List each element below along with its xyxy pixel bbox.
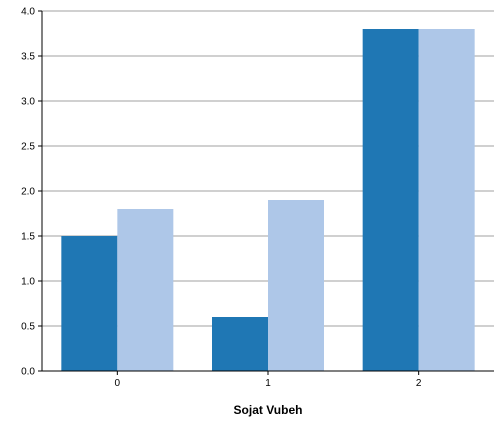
bar-series-2-cat-2 bbox=[418, 29, 475, 371]
y-tick-label: 0.0 bbox=[21, 367, 35, 378]
bar-series-1-cat-0 bbox=[61, 236, 118, 371]
y-tick-label: 2.0 bbox=[21, 187, 35, 198]
x-tick-labels: 0 1 2 bbox=[115, 371, 422, 389]
y-tick-label: 3.5 bbox=[21, 52, 35, 63]
y-tick-label: 1.5 bbox=[21, 232, 35, 243]
x-axis-title: Sojat Vubeh bbox=[234, 403, 303, 417]
bar-series-2-cat-1 bbox=[268, 200, 324, 371]
y-tick-label: 1.0 bbox=[21, 277, 35, 288]
y-tick-label: 4.0 bbox=[21, 7, 35, 18]
bar-series-1-cat-2 bbox=[362, 29, 419, 371]
y-tick-labels: 0.0 0.5 1.0 1.5 2.0 2.5 3.0 3.5 4.0 bbox=[21, 7, 42, 378]
y-tick-label: 3.0 bbox=[21, 97, 35, 108]
bar-series-2-cat-0 bbox=[117, 209, 174, 371]
bars bbox=[61, 29, 475, 371]
x-tick-label: 0 bbox=[115, 378, 121, 389]
x-tick-label: 1 bbox=[265, 378, 271, 389]
bar-series-1-cat-1 bbox=[212, 317, 268, 371]
y-tick-label: 2.5 bbox=[21, 142, 35, 153]
y-tick-label: 0.5 bbox=[21, 322, 35, 333]
x-tick-label: 2 bbox=[416, 378, 422, 389]
